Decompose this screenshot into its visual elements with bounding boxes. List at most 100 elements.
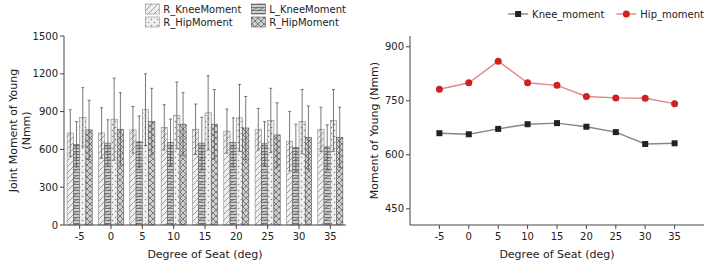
- y-tick-label: 450: [385, 203, 404, 214]
- point: [642, 95, 649, 102]
- legend-label: Knee_moment: [532, 9, 604, 21]
- point: [525, 121, 531, 127]
- error-bar: [144, 74, 147, 146]
- point: [436, 130, 442, 136]
- point: [465, 79, 472, 86]
- x-tick: [205, 225, 206, 229]
- x-tick: [527, 225, 528, 229]
- x-tick: [267, 225, 268, 229]
- chart-root: 030060090012001500-505101520253035Degree…: [0, 0, 716, 267]
- error-bar: [138, 116, 141, 168]
- x-tick-label: 15: [199, 231, 212, 242]
- error-bar: [319, 107, 322, 151]
- error-bar: [169, 119, 172, 166]
- y-tick-label: 900: [39, 106, 58, 117]
- y-axis-line: [410, 36, 411, 225]
- legend-label: R_KneeMoment: [163, 4, 241, 16]
- y-tick-label: 600: [39, 144, 58, 155]
- x-tick-label: 5: [139, 231, 145, 242]
- x-tick-label: 20: [230, 231, 243, 242]
- legend-swatch: [145, 4, 159, 14]
- legend-swatch: [251, 4, 265, 14]
- y-tick: [406, 208, 410, 209]
- axis-title-line: Moment of Young (Nmm): [368, 62, 381, 199]
- y-tick: [406, 100, 410, 101]
- point: [672, 140, 678, 146]
- legend-label: L_KneeMoment: [269, 4, 346, 16]
- bar-chart: 030060090012001500-505101520253035Degree…: [7, 4, 346, 262]
- error-bar: [207, 76, 210, 150]
- error-bar: [244, 96, 247, 159]
- point: [524, 79, 531, 86]
- y-axis-line: [64, 36, 65, 225]
- x-tick: [236, 225, 237, 229]
- x-tick: [79, 225, 80, 229]
- x-tick-label: 30: [639, 231, 652, 242]
- error-bar: [163, 105, 166, 150]
- point: [583, 124, 589, 130]
- legend: R_KneeMomentL_KneeMomentR_HipMomentR_Hip…: [145, 4, 346, 29]
- y-tick: [60, 149, 64, 150]
- x-tick: [173, 225, 174, 229]
- axis-title: Joint Moment of Young(Nmm): [7, 69, 33, 193]
- error-bar: [200, 117, 203, 169]
- x-tick: [330, 225, 331, 229]
- x-tick-label: 5: [495, 231, 501, 242]
- y-tick: [60, 225, 64, 226]
- y-tick-label: 1200: [33, 68, 58, 79]
- x-tick-label: -5: [434, 231, 444, 242]
- x-tick-label: 10: [167, 231, 180, 242]
- y-tick-label: 0: [52, 220, 58, 231]
- x-tick-label: 25: [609, 231, 622, 242]
- point: [436, 86, 443, 93]
- point: [671, 100, 678, 107]
- x-tick: [142, 225, 143, 229]
- error-bar: [263, 122, 266, 166]
- x-tick: [498, 225, 499, 229]
- x-tick-label: 20: [580, 231, 593, 242]
- x-tick: [557, 225, 558, 229]
- legend: Knee_moment Hip_moment: [508, 9, 704, 21]
- y-tick: [60, 73, 64, 74]
- point: [642, 141, 648, 147]
- error-bar: [100, 108, 103, 158]
- point: [612, 94, 619, 101]
- error-bar: [301, 90, 304, 154]
- x-tick-label: -5: [75, 231, 85, 242]
- error-bar: [326, 125, 329, 169]
- point: [495, 58, 502, 65]
- error-bar: [113, 78, 116, 160]
- legend-label: Hip_moment: [640, 9, 704, 21]
- series-line: [439, 123, 674, 144]
- point: [554, 120, 560, 126]
- x-tick: [645, 225, 646, 229]
- x-tick-label: 15: [551, 231, 564, 242]
- error-bar: [332, 90, 335, 152]
- x-tick: [111, 225, 112, 229]
- error-bar: [238, 85, 241, 152]
- error-bar: [182, 93, 185, 156]
- error-bar: [175, 82, 178, 149]
- error-bar: [75, 122, 78, 167]
- axis-title-line: Joint Moment of Young: [7, 69, 20, 193]
- axis-title-line: (Nmm): [20, 111, 33, 149]
- x-tick-label: 35: [668, 231, 681, 242]
- axis-title: Degree of Seat (deg): [147, 248, 262, 261]
- axis-title: Moment of Young (Nmm): [368, 62, 381, 199]
- error-bar: [232, 118, 235, 167]
- legend-marker: [515, 11, 521, 17]
- y-tick: [406, 46, 410, 47]
- x-tick: [615, 225, 616, 229]
- error-bar: [119, 93, 122, 166]
- legend-swatch: [251, 17, 265, 27]
- legend-swatch: [145, 17, 159, 27]
- y-tick: [406, 154, 410, 155]
- x-tick: [439, 225, 440, 229]
- error-bar: [69, 110, 72, 157]
- x-tick: [674, 225, 675, 229]
- point: [613, 129, 619, 135]
- error-bar: [213, 90, 216, 159]
- x-tick: [586, 225, 587, 229]
- y-tick: [60, 111, 64, 112]
- error-bar: [225, 109, 228, 153]
